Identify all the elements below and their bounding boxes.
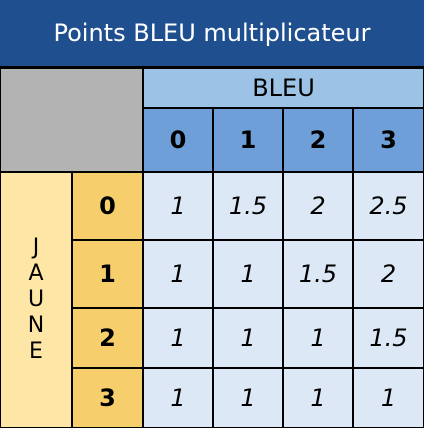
- jaune-letter: A: [28, 261, 44, 286]
- bleu-col-0: 0: [143, 108, 213, 172]
- jaune-letter: J: [32, 235, 40, 260]
- bleu-col-3: 3: [353, 108, 424, 172]
- jaune-letter: N: [27, 313, 45, 338]
- value-cell: 1: [213, 308, 283, 368]
- value-cell: 1: [143, 368, 213, 428]
- bleu-col-1: 1: [213, 108, 283, 172]
- corner-cell: [0, 68, 143, 172]
- value-cell: 1.5: [353, 308, 424, 368]
- jaune-header: J A U N E: [0, 172, 72, 428]
- jaune-letter: E: [29, 339, 43, 364]
- value-cell: 1: [143, 172, 213, 240]
- value-cell: 2: [283, 172, 353, 240]
- value-cell: 1: [143, 308, 213, 368]
- jaune-letter: U: [27, 287, 45, 312]
- jaune-row-0: 0: [72, 172, 143, 240]
- table-title: Points BLEU multiplicateur: [0, 0, 424, 68]
- value-cell: 1.5: [213, 172, 283, 240]
- value-cell: 1: [213, 240, 283, 308]
- value-cell: 1: [283, 308, 353, 368]
- value-cell: 1: [353, 368, 424, 428]
- value-cell: 2.5: [353, 172, 424, 240]
- value-cell: 1.5: [283, 240, 353, 308]
- value-cell: 1: [213, 368, 283, 428]
- bleu-col-2: 2: [283, 108, 353, 172]
- bleu-header: BLEU: [143, 68, 424, 108]
- jaune-row-2: 2: [72, 308, 143, 368]
- value-cell: 2: [353, 240, 424, 308]
- value-cell: 1: [283, 368, 353, 428]
- jaune-row-3: 3: [72, 368, 143, 428]
- jaune-row-1: 1: [72, 240, 143, 308]
- value-cell: 1: [143, 240, 213, 308]
